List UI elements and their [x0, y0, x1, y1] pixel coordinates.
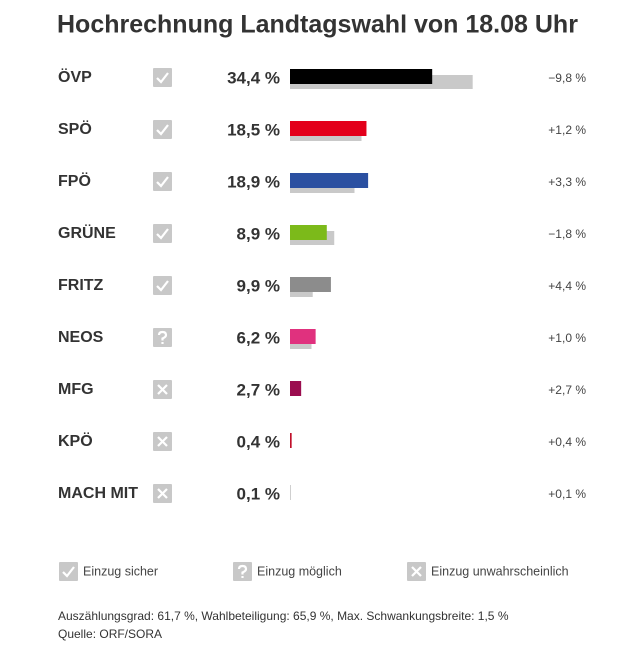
status-icon	[59, 562, 78, 581]
icon-box	[153, 68, 172, 87]
icon-box	[153, 120, 172, 139]
change-label: +4,4 %	[548, 279, 586, 293]
status-icon	[153, 224, 172, 243]
value-label: 18,5 %	[227, 120, 280, 139]
icon-box	[153, 224, 172, 243]
status-icon	[407, 562, 426, 581]
status-icon	[153, 484, 172, 503]
icon-cross	[157, 436, 168, 447]
bar	[290, 173, 369, 188]
party-label: FRITZ	[58, 277, 104, 294]
party-label: MACH MIT	[58, 485, 138, 502]
bar	[290, 121, 367, 136]
party-label: ÖVP	[58, 67, 92, 86]
change-label: +0,1 %	[548, 487, 586, 501]
value-label: 34,4 %	[227, 68, 280, 87]
icon-check	[62, 566, 75, 578]
status-icon	[153, 328, 172, 347]
icon-check	[156, 176, 169, 188]
icon-check	[156, 124, 169, 136]
icon-box	[153, 276, 172, 295]
status-icon	[233, 562, 252, 581]
icon-check	[156, 228, 169, 240]
change-label: −9,8 %	[548, 71, 586, 85]
legend-label: Einzug möglich	[257, 564, 342, 578]
value-label: 9,9 %	[237, 276, 280, 295]
value-label: 18,9 %	[227, 172, 280, 191]
icon-box	[59, 562, 78, 581]
value-label: 0,1 %	[237, 484, 280, 503]
value-label: 8,9 %	[237, 224, 280, 243]
status-icon	[153, 432, 172, 451]
status-icon	[153, 120, 172, 139]
value-label: 0,4 %	[237, 432, 280, 451]
legend-label: Einzug sicher	[83, 564, 158, 578]
bar	[290, 69, 433, 84]
chart-title: Hochrechnung Landtagswahl von 18.08 Uhr	[57, 11, 578, 39]
icon-cross	[157, 488, 168, 499]
value-label: 2,7 %	[237, 380, 280, 399]
status-icon	[153, 172, 172, 191]
bar	[290, 225, 327, 240]
footnote: Auszählungsgrad: 61,7 %, Wahlbeteiligung…	[58, 609, 509, 623]
bar	[290, 277, 331, 292]
status-icon	[153, 380, 172, 399]
footnote: Quelle: ORF/SORA	[58, 627, 162, 641]
icon-question	[237, 564, 248, 578]
status-icon	[153, 276, 172, 295]
change-label: +3,3 %	[548, 175, 586, 189]
icon-question	[157, 330, 168, 344]
party-label: GRÜNE	[58, 223, 116, 242]
party-label: MFG	[58, 381, 94, 398]
icon-check	[156, 72, 169, 84]
change-label: −1,8 %	[548, 227, 586, 241]
change-label: +2,7 %	[548, 383, 586, 397]
party-label: NEOS	[58, 329, 104, 346]
bar	[290, 433, 292, 448]
party-label: FPÖ	[58, 171, 91, 190]
bar	[290, 329, 316, 344]
icon-box	[153, 172, 172, 191]
icon-cross	[157, 384, 168, 395]
value-label: 6,2 %	[237, 328, 280, 347]
change-label: +1,0 %	[548, 331, 586, 345]
change-label: +1,2 %	[548, 123, 586, 137]
party-label: SPÖ	[58, 119, 92, 138]
change-label: +0,4 %	[548, 435, 586, 449]
icon-cross	[411, 566, 422, 577]
bar	[290, 381, 302, 396]
party-label: KPÖ	[58, 431, 93, 450]
icon-check	[156, 280, 169, 292]
legend-label: Einzug unwahrscheinlich	[431, 564, 569, 578]
status-icon	[153, 68, 172, 87]
